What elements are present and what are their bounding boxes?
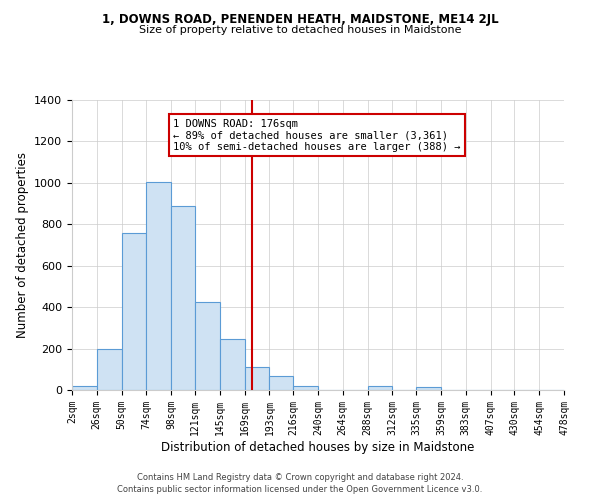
Bar [171, 206, 195, 390]
Text: Contains HM Land Registry data © Crown copyright and database right 2024.
Contai: Contains HM Land Registry data © Crown c… [118, 472, 482, 494]
Text: 1, DOWNS ROAD, PENENDEN HEATH, MAIDSTONE, ME14 2JL: 1, DOWNS ROAD, PENENDEN HEATH, MAIDSTONE… [101, 12, 499, 26]
Bar [122, 232, 146, 390]
Bar [269, 376, 293, 390]
Bar [293, 386, 318, 390]
Bar [195, 302, 220, 390]
Bar [416, 387, 441, 390]
Bar [146, 182, 171, 390]
Bar [97, 348, 122, 390]
Y-axis label: Number of detached properties: Number of detached properties [16, 152, 29, 338]
Bar [72, 386, 97, 390]
Text: 1 DOWNS ROAD: 176sqm
← 89% of detached houses are smaller (3,361)
10% of semi-de: 1 DOWNS ROAD: 176sqm ← 89% of detached h… [173, 118, 461, 152]
Text: Size of property relative to detached houses in Maidstone: Size of property relative to detached ho… [139, 25, 461, 35]
Bar [220, 339, 245, 390]
X-axis label: Distribution of detached houses by size in Maidstone: Distribution of detached houses by size … [161, 440, 475, 454]
Bar [245, 367, 269, 390]
Bar [368, 386, 392, 390]
